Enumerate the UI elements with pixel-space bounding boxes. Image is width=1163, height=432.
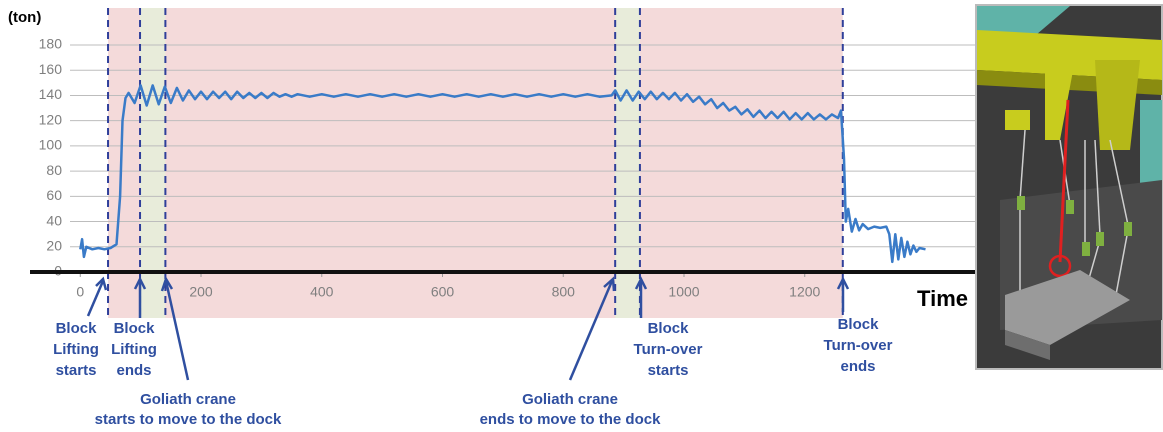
annotation: starts bbox=[648, 362, 689, 379]
annotations: Block Lifting starts Block Lifting ends … bbox=[53, 316, 893, 428]
y-tick-label: 40 bbox=[46, 212, 62, 228]
annotation: Goliath crane bbox=[522, 391, 618, 408]
y-tick-label: 180 bbox=[39, 36, 63, 52]
crane-image bbox=[976, 5, 1162, 369]
x-tick-label: 600 bbox=[431, 284, 455, 300]
annotation: starts bbox=[56, 362, 97, 379]
annotation: Turn-over bbox=[634, 341, 703, 358]
x-tick-label: 400 bbox=[310, 284, 334, 300]
x-tick-label: 1000 bbox=[668, 284, 699, 300]
y-tick-label: 140 bbox=[39, 86, 63, 102]
annotation: Lifting bbox=[53, 341, 99, 358]
y-tick-label: 20 bbox=[46, 237, 62, 253]
annotation: ends bbox=[840, 358, 875, 375]
annotation: Turn-over bbox=[824, 337, 893, 354]
annotation: Block bbox=[648, 320, 690, 337]
annotation: Goliath crane bbox=[140, 391, 236, 408]
x-tick-label: 200 bbox=[189, 284, 213, 300]
y-tick-label: 160 bbox=[39, 61, 63, 77]
x-tick-label: 0 bbox=[76, 284, 84, 300]
y-axis-label: (ton) bbox=[8, 9, 41, 26]
y-tick-label: 100 bbox=[39, 137, 63, 153]
annotation: ends bbox=[116, 362, 151, 379]
y-tick-label: 60 bbox=[46, 187, 62, 203]
annotation: Lifting bbox=[111, 341, 157, 358]
annotation: starts to move to the dock bbox=[95, 411, 282, 428]
y-tick-label: 120 bbox=[39, 111, 63, 127]
annotation: Block bbox=[838, 316, 880, 333]
x-tick-label: 800 bbox=[552, 284, 576, 300]
annotation: Block bbox=[56, 320, 98, 337]
x-tick-label: 1200 bbox=[789, 284, 820, 300]
x-axis-label: Time bbox=[917, 286, 968, 311]
y-tick-label: 80 bbox=[46, 162, 62, 178]
arrow bbox=[88, 281, 103, 316]
annotation: Block bbox=[114, 320, 156, 337]
figure: 0204060801001201401601800200400600800100… bbox=[0, 0, 1163, 432]
annotation: ends to move to the dock bbox=[480, 411, 662, 428]
